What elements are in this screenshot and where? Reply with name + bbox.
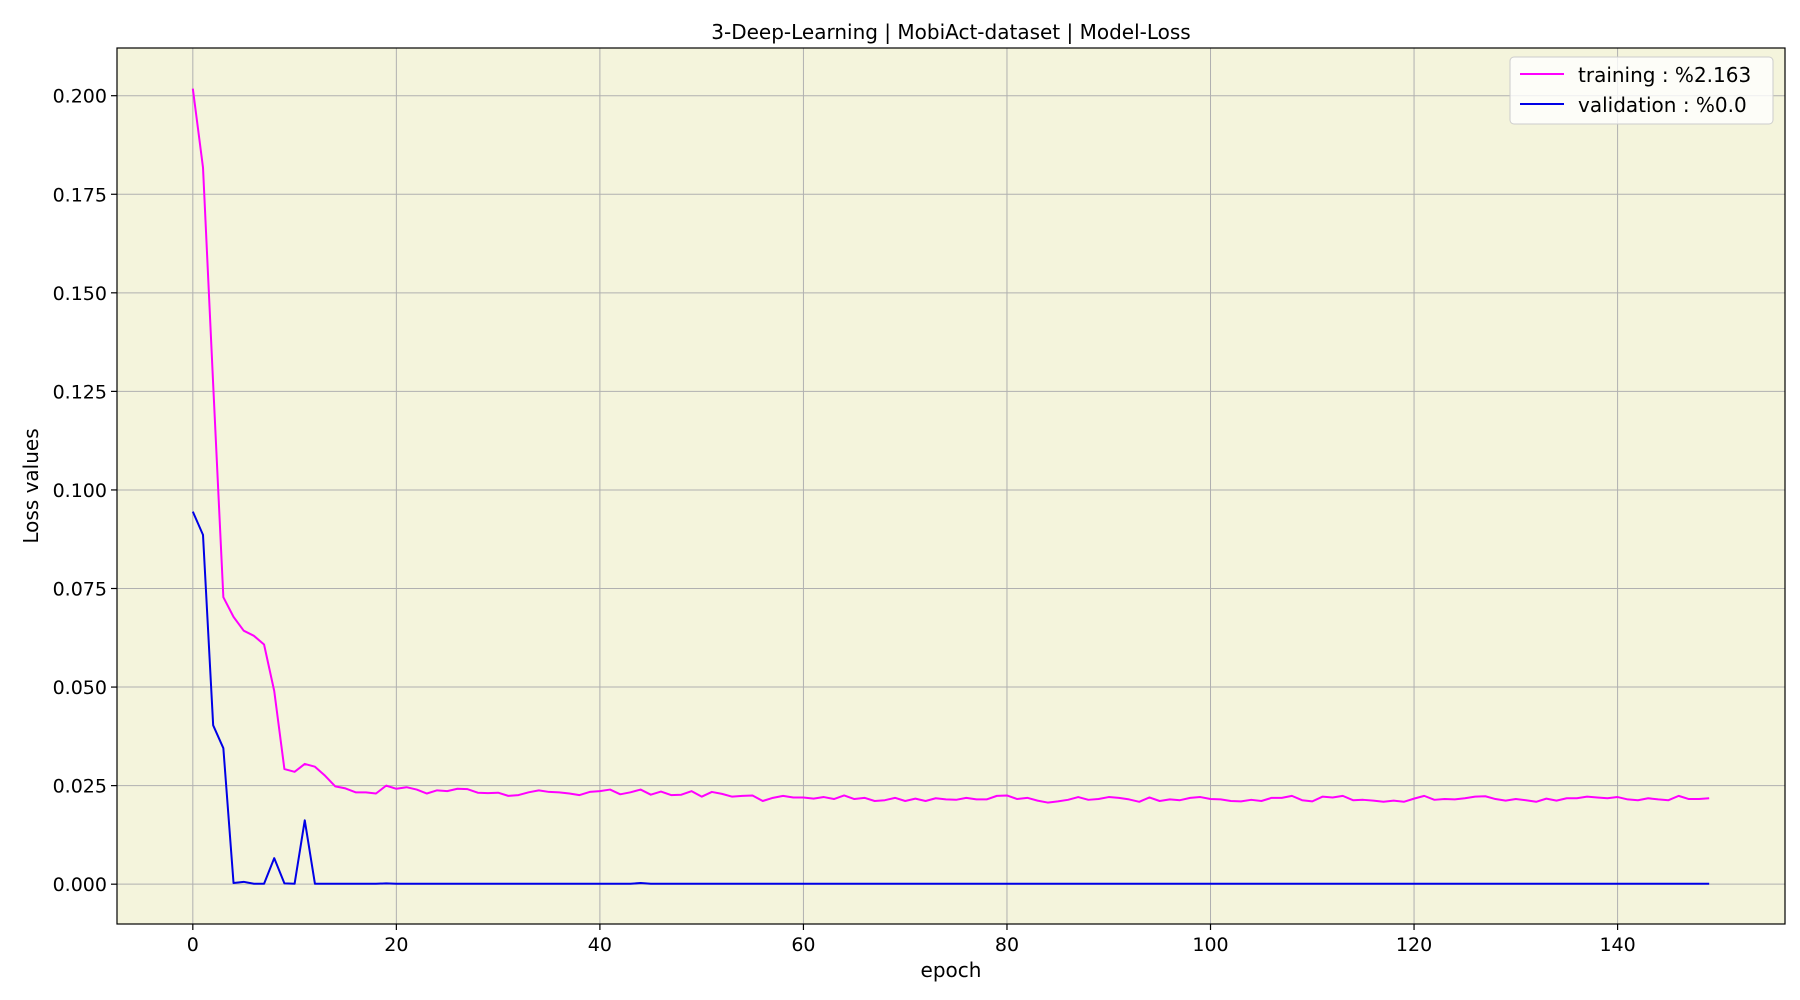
y-tick-label: 0.000 xyxy=(53,874,107,896)
y-tick-label: 0.175 xyxy=(53,184,107,206)
y-tick-label: 0.025 xyxy=(53,776,107,798)
x-tick-label: 120 xyxy=(1396,934,1432,956)
y-tick-label: 0.100 xyxy=(53,480,107,502)
x-tick-label: 80 xyxy=(995,934,1019,956)
series-layer xyxy=(191,88,1710,885)
x-axis-ticks: 0 20 40 60 80 100 120 140 xyxy=(187,924,1636,956)
validation-loss-line xyxy=(191,511,1710,885)
training-loss-line xyxy=(191,88,1710,804)
y-tick-label: 0.075 xyxy=(53,579,107,601)
x-tick-label: 0 xyxy=(187,934,199,956)
y-axis-ticks: 0.000 0.025 0.050 0.075 0.100 0.125 0.150 0.175… xyxy=(53,86,117,896)
y-tick-label: 0.050 xyxy=(53,677,107,699)
x-tick-label: 20 xyxy=(384,934,408,956)
x-tick-label: 140 xyxy=(1599,934,1635,956)
x-tick-label: 60 xyxy=(791,934,815,956)
y-tick-label: 0.125 xyxy=(53,381,107,403)
plot-frame xyxy=(116,47,1786,925)
legend: training : %2.163 validation : %0.0 xyxy=(1509,56,1774,125)
y-tick-label: 0.150 xyxy=(53,283,107,305)
x-axis-label: epoch xyxy=(921,958,982,982)
legend-box xyxy=(1509,56,1774,125)
y-tick-label: 0.200 xyxy=(53,86,107,108)
x-tick-label: 40 xyxy=(588,934,612,956)
legend-label-validation: validation : %0.0 xyxy=(1578,93,1747,117)
y-axis-label: Loss values xyxy=(19,428,43,543)
chart-title: 3-Deep-Learning | MobiAct-dataset | Mode… xyxy=(711,20,1190,44)
legend-label-training: training : %2.163 xyxy=(1578,63,1751,87)
x-tick-label: 100 xyxy=(1192,934,1228,956)
